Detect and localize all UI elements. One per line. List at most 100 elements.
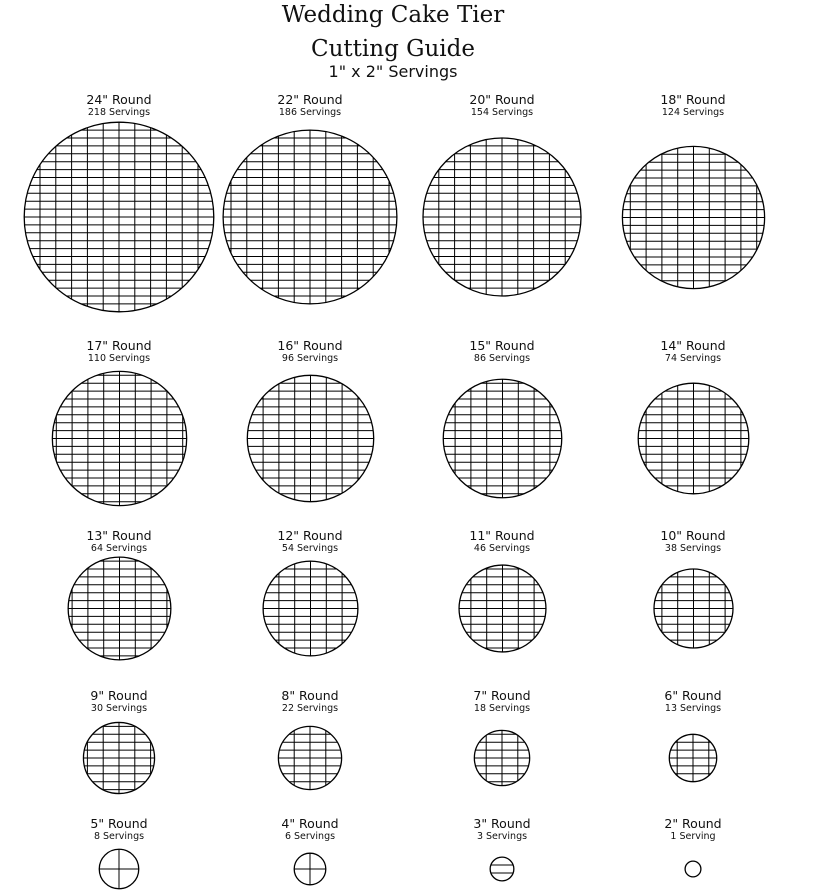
- cut-lines: [442, 378, 562, 498]
- tier-name: 17" Round: [86, 338, 152, 353]
- cake-outline: [473, 729, 531, 787]
- tier-name: 13" Round: [86, 528, 152, 543]
- cut-lines: [83, 722, 155, 794]
- cut-lines: [24, 122, 214, 312]
- tier-name: 14" Round: [660, 338, 726, 353]
- cut-lines: [474, 730, 530, 786]
- tier-servings: 30 Servings: [90, 703, 148, 714]
- cake-outline: [23, 121, 215, 313]
- cake-outline: [422, 137, 582, 297]
- tier-servings: 6 Servings: [284, 831, 336, 842]
- tier-cutting-diagram: [442, 378, 562, 498]
- tier-label: 4" Round 6 Servings: [210, 817, 410, 843]
- cake-outline: [261, 559, 359, 657]
- cut-lines: [621, 145, 765, 289]
- tier-cutting-diagram: [668, 733, 718, 783]
- tier-cutting-diagram: [277, 725, 343, 791]
- tier-servings: 46 Servings: [473, 543, 531, 554]
- tier-label: 17" Round 110 Servings: [19, 338, 219, 365]
- tier-label: 10" Round 38 Servings: [593, 528, 793, 555]
- tier-servings: 124 Servings: [661, 107, 725, 118]
- cake-outline: [222, 129, 398, 305]
- tier-cutting-diagram: [473, 729, 531, 787]
- tier-name: 24" Round: [86, 92, 152, 107]
- cut-lines: [51, 370, 187, 506]
- cake-outline: [277, 725, 343, 791]
- cake-outline: [246, 374, 374, 502]
- tier-name: 10" Round: [660, 528, 726, 543]
- tier-name: 16" Round: [277, 338, 343, 353]
- cut-lines: [423, 138, 581, 296]
- cut-lines: [262, 560, 358, 656]
- tier-name: 18" Round: [660, 92, 726, 107]
- tier-name: 9" Round: [90, 688, 148, 703]
- tier-label: 12" Round 54 Servings: [210, 528, 410, 555]
- cake-outline: [489, 856, 515, 882]
- tier-servings: 13 Servings: [664, 703, 722, 714]
- tier-servings: 110 Servings: [87, 353, 151, 364]
- cut-lines: [99, 849, 139, 889]
- tier-servings: 218 Servings: [87, 107, 151, 118]
- tier-cutting-diagram: [246, 374, 374, 502]
- cake-outline: [98, 848, 140, 890]
- tier-cutting-diagram: [82, 721, 156, 795]
- tier-label: 16" Round 96 Servings: [210, 338, 410, 365]
- tier-servings: 64 Servings: [90, 543, 148, 554]
- tier-name: 15" Round: [469, 338, 535, 353]
- tier-servings: 54 Servings: [281, 543, 339, 554]
- cut-lines: [490, 864, 514, 874]
- tier-cutting-diagram: [261, 559, 359, 657]
- tier-label: 14" Round 74 Servings: [593, 338, 793, 365]
- tier-cutting-diagram: [652, 567, 734, 649]
- tier-label: 15" Round 86 Servings: [402, 338, 602, 365]
- tier-label: 6" Round 13 Servings: [593, 688, 793, 715]
- cake-outline: [621, 145, 765, 289]
- tier-label: 2" Round 1 Serving: [593, 816, 793, 843]
- cake-outline: [668, 733, 718, 783]
- tier-name: 3" Round: [473, 816, 531, 831]
- tier-label: 20" Round 154 Servings: [402, 93, 602, 119]
- tier-label: 22" Round 186 Servings: [210, 92, 410, 119]
- tier-servings: 38 Servings: [664, 543, 722, 554]
- tier-label: 8" Round 22 Servings: [210, 688, 410, 715]
- tier-cutting-diagram: [293, 852, 327, 886]
- tier-cutting-diagram: [67, 556, 171, 660]
- cut-lines: [669, 734, 717, 782]
- tier-label: 11" Round 46 Servings: [402, 528, 602, 555]
- tier-cutting-diagram: [489, 856, 515, 882]
- tier-name: 11" Round: [469, 528, 535, 543]
- tier-cutting-diagram: [222, 129, 398, 305]
- cake-outline: [637, 382, 749, 494]
- tier-name: 22" Round: [277, 92, 343, 107]
- tier-servings: 18 Servings: [473, 703, 531, 714]
- tier-cutting-diagram: [422, 137, 582, 297]
- cake-outline: [82, 721, 156, 795]
- tier-cutting-diagram: [621, 145, 765, 289]
- tier-label: 13" Round 64 Servings: [19, 528, 219, 555]
- cake-outline: [293, 852, 327, 886]
- tier-name: 6" Round: [664, 688, 722, 703]
- tier-name: 12" Round: [277, 528, 343, 543]
- tier-name: 8" Round: [281, 688, 339, 703]
- tier-cutting-diagram: [23, 121, 215, 313]
- tier-name: 2" Round: [664, 816, 722, 831]
- cut-lines: [458, 564, 546, 652]
- cut-lines: [637, 382, 749, 494]
- cake-outline: [51, 370, 187, 506]
- tier-servings: 74 Servings: [664, 353, 722, 364]
- cake-outline: [684, 860, 702, 878]
- cake-outline: [67, 556, 171, 660]
- page-title: Wedding Cake Tier: [281, 2, 505, 28]
- cake-outline: [652, 567, 734, 649]
- tier-cutting-diagram: [637, 382, 749, 494]
- tier-servings: 8 Servings: [93, 831, 145, 842]
- tier-cutting-diagram: [98, 848, 140, 890]
- tier-servings: 186 Servings: [278, 107, 342, 118]
- tier-label: 3" Round 3 Servings: [402, 816, 602, 843]
- cake-outline: [442, 378, 562, 498]
- serving-size: 1" x 2" Servings: [328, 62, 458, 81]
- tier-servings: 154 Servings: [470, 107, 534, 118]
- tier-servings: 3 Servings: [476, 831, 528, 842]
- tier-servings: 86 Servings: [473, 353, 531, 364]
- tier-label: 5" Round 8 Servings: [19, 817, 219, 843]
